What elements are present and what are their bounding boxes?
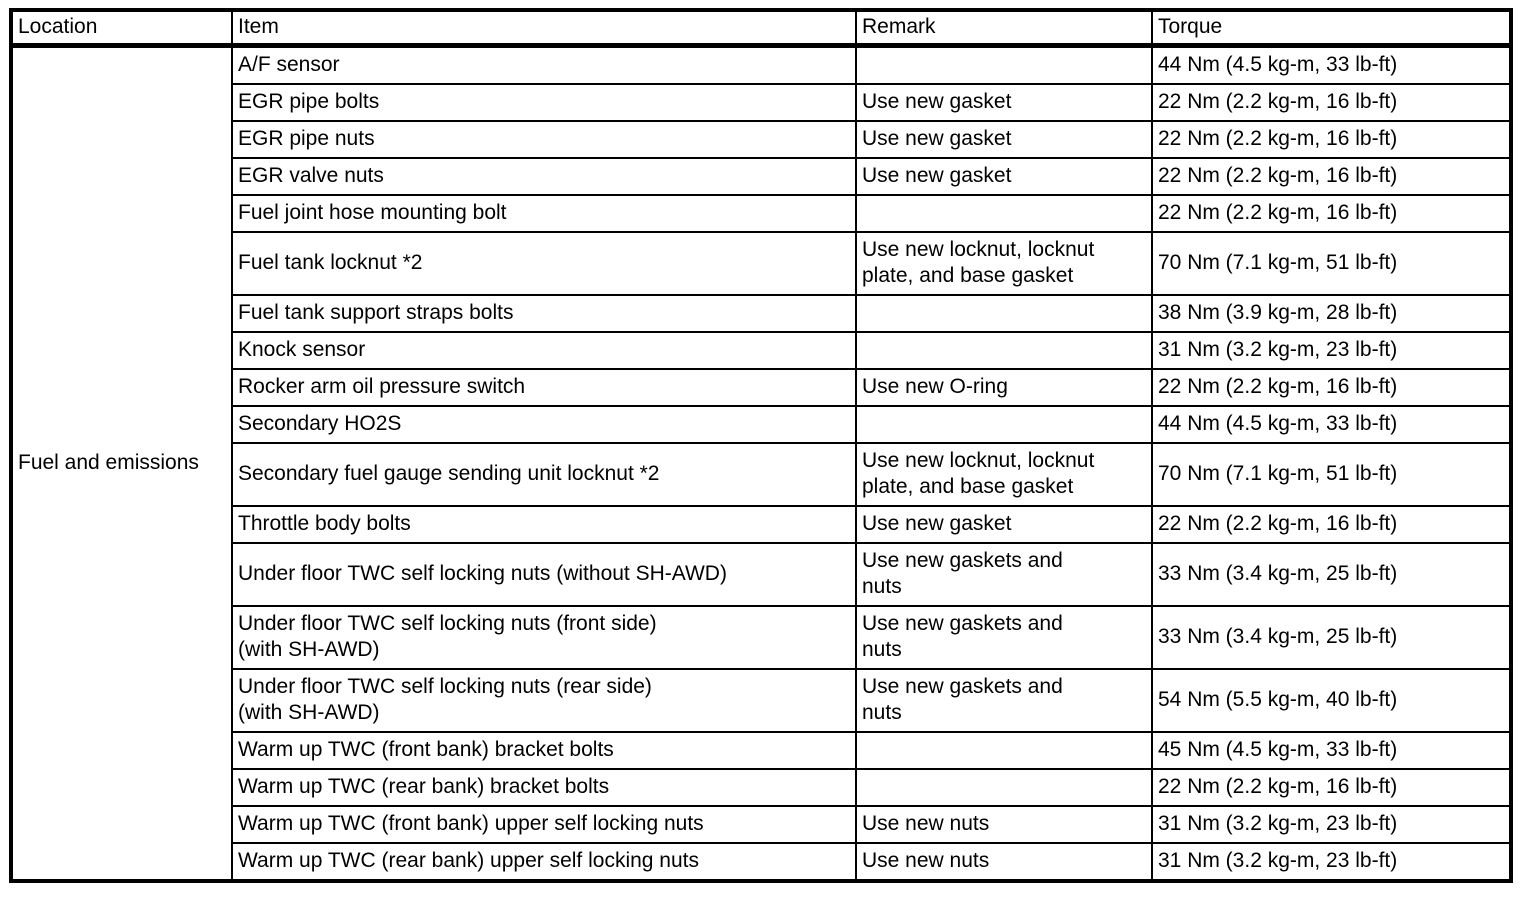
torque-cell: 45 Nm (4.5 kg-m, 33 lb-ft) (1151, 731, 1512, 770)
table-row: EGR pipe nuts Use new gasket 22 Nm (2.2 … (11, 120, 1512, 159)
item-cell: EGR valve nuts (231, 157, 857, 196)
table-row: Under floor TWC self locking nuts (witho… (11, 542, 1512, 607)
remark-cell (855, 294, 1153, 333)
table-row: EGR valve nuts Use new gasket 22 Nm (2.2… (11, 157, 1512, 196)
remark-cell: Use new nuts (855, 842, 1153, 882)
torque-cell: 31 Nm (3.2 kg-m, 23 lb-ft) (1151, 805, 1512, 844)
item-cell: Knock sensor (231, 331, 857, 370)
remark-cell: Use new locknut, locknut plate, and base… (855, 442, 1153, 507)
table-row: Under floor TWC self locking nuts (rear … (11, 668, 1512, 733)
header-torque: Torque (1151, 9, 1512, 48)
remark-cell (855, 331, 1153, 370)
table-row: Rocker arm oil pressure switch Use new O… (11, 368, 1512, 407)
torque-cell: 22 Nm (2.2 kg-m, 16 lb-ft) (1151, 368, 1512, 407)
item-cell: A/F sensor (231, 44, 857, 85)
item-cell: Fuel tank support straps bolts (231, 294, 857, 333)
header-location: Location (10, 9, 233, 48)
remark-cell: Use new gasket (855, 505, 1153, 544)
remark-cell (855, 768, 1153, 807)
table-row: Throttle body bolts Use new gasket 22 Nm… (11, 505, 1512, 544)
table-row: Secondary fuel gauge sending unit locknu… (11, 442, 1512, 507)
torque-cell: 22 Nm (2.2 kg-m, 16 lb-ft) (1151, 120, 1512, 159)
item-cell: Fuel tank locknut *2 (231, 231, 857, 296)
remark-cell: Use new gaskets and nuts (855, 668, 1153, 733)
item-cell: Secondary HO2S (231, 405, 857, 444)
torque-cell: 54 Nm (5.5 kg-m, 40 lb-ft) (1151, 668, 1512, 733)
table-row: Warm up TWC (rear bank) upper self locki… (11, 842, 1512, 882)
item-cell: Warm up TWC (front bank) bracket bolts (231, 731, 857, 770)
remark-cell: Use new gaskets and nuts (855, 542, 1153, 607)
item-cell: Warm up TWC (front bank) upper self lock… (231, 805, 857, 844)
torque-cell: 38 Nm (3.9 kg-m, 28 lb-ft) (1151, 294, 1512, 333)
item-cell: EGR pipe bolts (231, 83, 857, 122)
torque-cell: 22 Nm (2.2 kg-m, 16 lb-ft) (1151, 157, 1512, 196)
torque-cell: 22 Nm (2.2 kg-m, 16 lb-ft) (1151, 768, 1512, 807)
header-remark: Remark (855, 9, 1153, 48)
table-row: Fuel and emissions A/F sensor 44 Nm (4.5… (10, 44, 1512, 882)
table-row: Knock sensor 31 Nm (3.2 kg-m, 23 lb-ft) (11, 331, 1512, 370)
item-cell: Throttle body bolts (231, 505, 857, 544)
table-row: Warm up TWC (front bank) upper self lock… (11, 805, 1512, 844)
item-cell: Under floor TWC self locking nuts (rear … (231, 668, 857, 733)
item-cell: Rocker arm oil pressure switch (231, 368, 857, 407)
remark-cell: Use new O-ring (855, 368, 1153, 407)
table-row: Warm up TWC (rear bank) bracket bolts 22… (11, 768, 1512, 807)
torque-cell: 70 Nm (7.1 kg-m, 51 lb-ft) (1151, 442, 1512, 507)
item-cell: Warm up TWC (rear bank) bracket bolts (231, 768, 857, 807)
torque-cell: 31 Nm (3.2 kg-m, 23 lb-ft) (1151, 842, 1512, 882)
torque-cell: 31 Nm (3.2 kg-m, 23 lb-ft) (1151, 331, 1512, 370)
torque-cell: 33 Nm (3.4 kg-m, 25 lb-ft) (1151, 605, 1512, 670)
item-cell: Warm up TWC (rear bank) upper self locki… (231, 842, 857, 882)
table-row: Fuel tank locknut *2 Use new locknut, lo… (11, 231, 1512, 296)
remark-cell: Use new locknut, locknut plate, and base… (855, 231, 1153, 296)
table-header: Location Item Remark Torque (10, 9, 1512, 48)
table-row: Warm up TWC (front bank) bracket bolts 4… (11, 731, 1512, 770)
torque-spec-table: Location Item Remark Torque Fuel and emi… (9, 8, 1513, 883)
table-row: Fuel tank support straps bolts 38 Nm (3.… (11, 294, 1512, 333)
torque-cell: 22 Nm (2.2 kg-m, 16 lb-ft) (1151, 83, 1512, 122)
torque-cell: 70 Nm (7.1 kg-m, 51 lb-ft) (1151, 231, 1512, 296)
remark-cell: Use new nuts (855, 805, 1153, 844)
torque-cell: 44 Nm (4.5 kg-m, 33 lb-ft) (1151, 44, 1512, 85)
table-row: Secondary HO2S 44 Nm (4.5 kg-m, 33 lb-ft… (11, 405, 1512, 444)
table-row: EGR pipe bolts Use new gasket 22 Nm (2.2… (11, 83, 1512, 122)
remark-cell (855, 731, 1153, 770)
remark-cell (855, 44, 1153, 85)
remark-cell: Use new gasket (855, 83, 1153, 122)
header-row: Location Item Remark Torque (10, 9, 1512, 48)
item-cell: Under floor TWC self locking nuts (witho… (231, 542, 857, 607)
remark-cell (855, 405, 1153, 444)
remark-cell: Use new gaskets and nuts (855, 605, 1153, 670)
item-cell: Fuel joint hose mounting bolt (231, 194, 857, 233)
location-cell: Fuel and emissions (10, 44, 233, 882)
remark-cell (855, 194, 1153, 233)
table-body: Fuel and emissions A/F sensor 44 Nm (4.5… (10, 44, 1512, 882)
table-row: Under floor TWC self locking nuts (front… (11, 605, 1512, 670)
item-cell: EGR pipe nuts (231, 120, 857, 159)
torque-cell: 22 Nm (2.2 kg-m, 16 lb-ft) (1151, 505, 1512, 544)
item-cell: Under floor TWC self locking nuts (front… (231, 605, 857, 670)
torque-cell: 44 Nm (4.5 kg-m, 33 lb-ft) (1151, 405, 1512, 444)
header-item: Item (231, 9, 857, 48)
remark-cell: Use new gasket (855, 120, 1153, 159)
torque-cell: 22 Nm (2.2 kg-m, 16 lb-ft) (1151, 194, 1512, 233)
torque-cell: 33 Nm (3.4 kg-m, 25 lb-ft) (1151, 542, 1512, 607)
table-row: Fuel joint hose mounting bolt 22 Nm (2.2… (11, 194, 1512, 233)
item-cell: Secondary fuel gauge sending unit locknu… (231, 442, 857, 507)
remark-cell: Use new gasket (855, 157, 1153, 196)
